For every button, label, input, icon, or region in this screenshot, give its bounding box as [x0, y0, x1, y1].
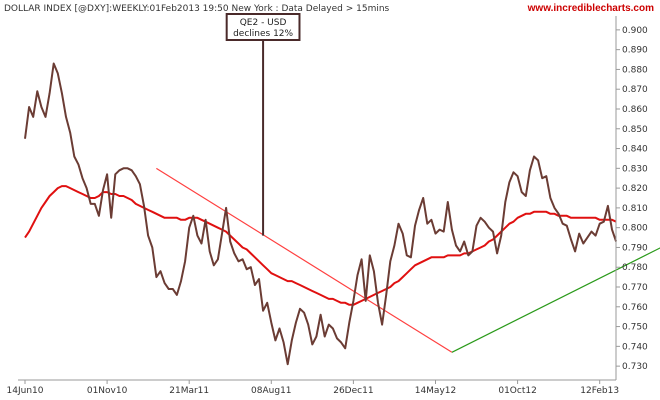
y-tick-label: 0.740 — [622, 342, 648, 352]
y-tick-label: 0.770 — [622, 283, 648, 293]
uptrend-trendline — [451, 247, 660, 353]
downtrend-trendline — [156, 167, 453, 353]
y-tick-label: 0.840 — [622, 145, 648, 155]
x-tick-label: 14May12 — [415, 386, 457, 396]
x-tick-label: 21Mar11 — [169, 386, 209, 396]
y-tick-label: 0.880 — [622, 65, 648, 75]
y-tick-label: 0.810 — [622, 204, 648, 214]
y-tick-label: 0.790 — [622, 243, 648, 253]
y-tick-label: 0.800 — [622, 224, 648, 234]
x-tick-label: 14Jun10 — [7, 386, 44, 396]
moving-average-line — [24, 185, 617, 306]
brand-link[interactable]: www.incrediblecharts.com — [527, 3, 654, 14]
y-tick-label: 0.750 — [622, 323, 648, 333]
annotation-box — [225, 13, 301, 41]
y-tick-label: 0.850 — [622, 125, 648, 135]
y-tick-label: 0.900 — [622, 26, 648, 36]
y-tick-label: 0.890 — [622, 46, 648, 56]
x-tick-label: 01Nov10 — [87, 386, 128, 396]
y-tick-label: 0.830 — [622, 164, 648, 174]
y-tick-label: 0.760 — [622, 303, 648, 313]
y-tick-label: 0.730 — [622, 362, 648, 372]
x-tick-label: 08Aug11 — [251, 386, 291, 396]
y-tick-label: 0.780 — [622, 263, 648, 273]
y-tick-label: 0.820 — [622, 184, 648, 194]
moving-average-series — [24, 185, 617, 306]
price-series — [24, 62, 618, 366]
chart-title: DOLLAR INDEX [@DXY]:WEEKLY:01Feb2013 19:… — [4, 4, 390, 14]
annotation-text: declines 12% — [233, 29, 293, 39]
price-line — [24, 62, 618, 366]
trendlines — [156, 167, 660, 353]
annotation-text: QE2 - USD — [240, 18, 287, 28]
y-tick-label: 0.870 — [622, 85, 648, 95]
x-tick-label: 26Dec11 — [333, 386, 373, 396]
axes: 0.730 0.740 0.750 0.760 0.770 0.780 0.790 0.800… — [7, 16, 648, 396]
y-tick-label: 0.860 — [622, 105, 648, 115]
x-tick-label: 01Oct12 — [498, 386, 536, 396]
x-tick-label: 12Feb13 — [580, 386, 619, 396]
